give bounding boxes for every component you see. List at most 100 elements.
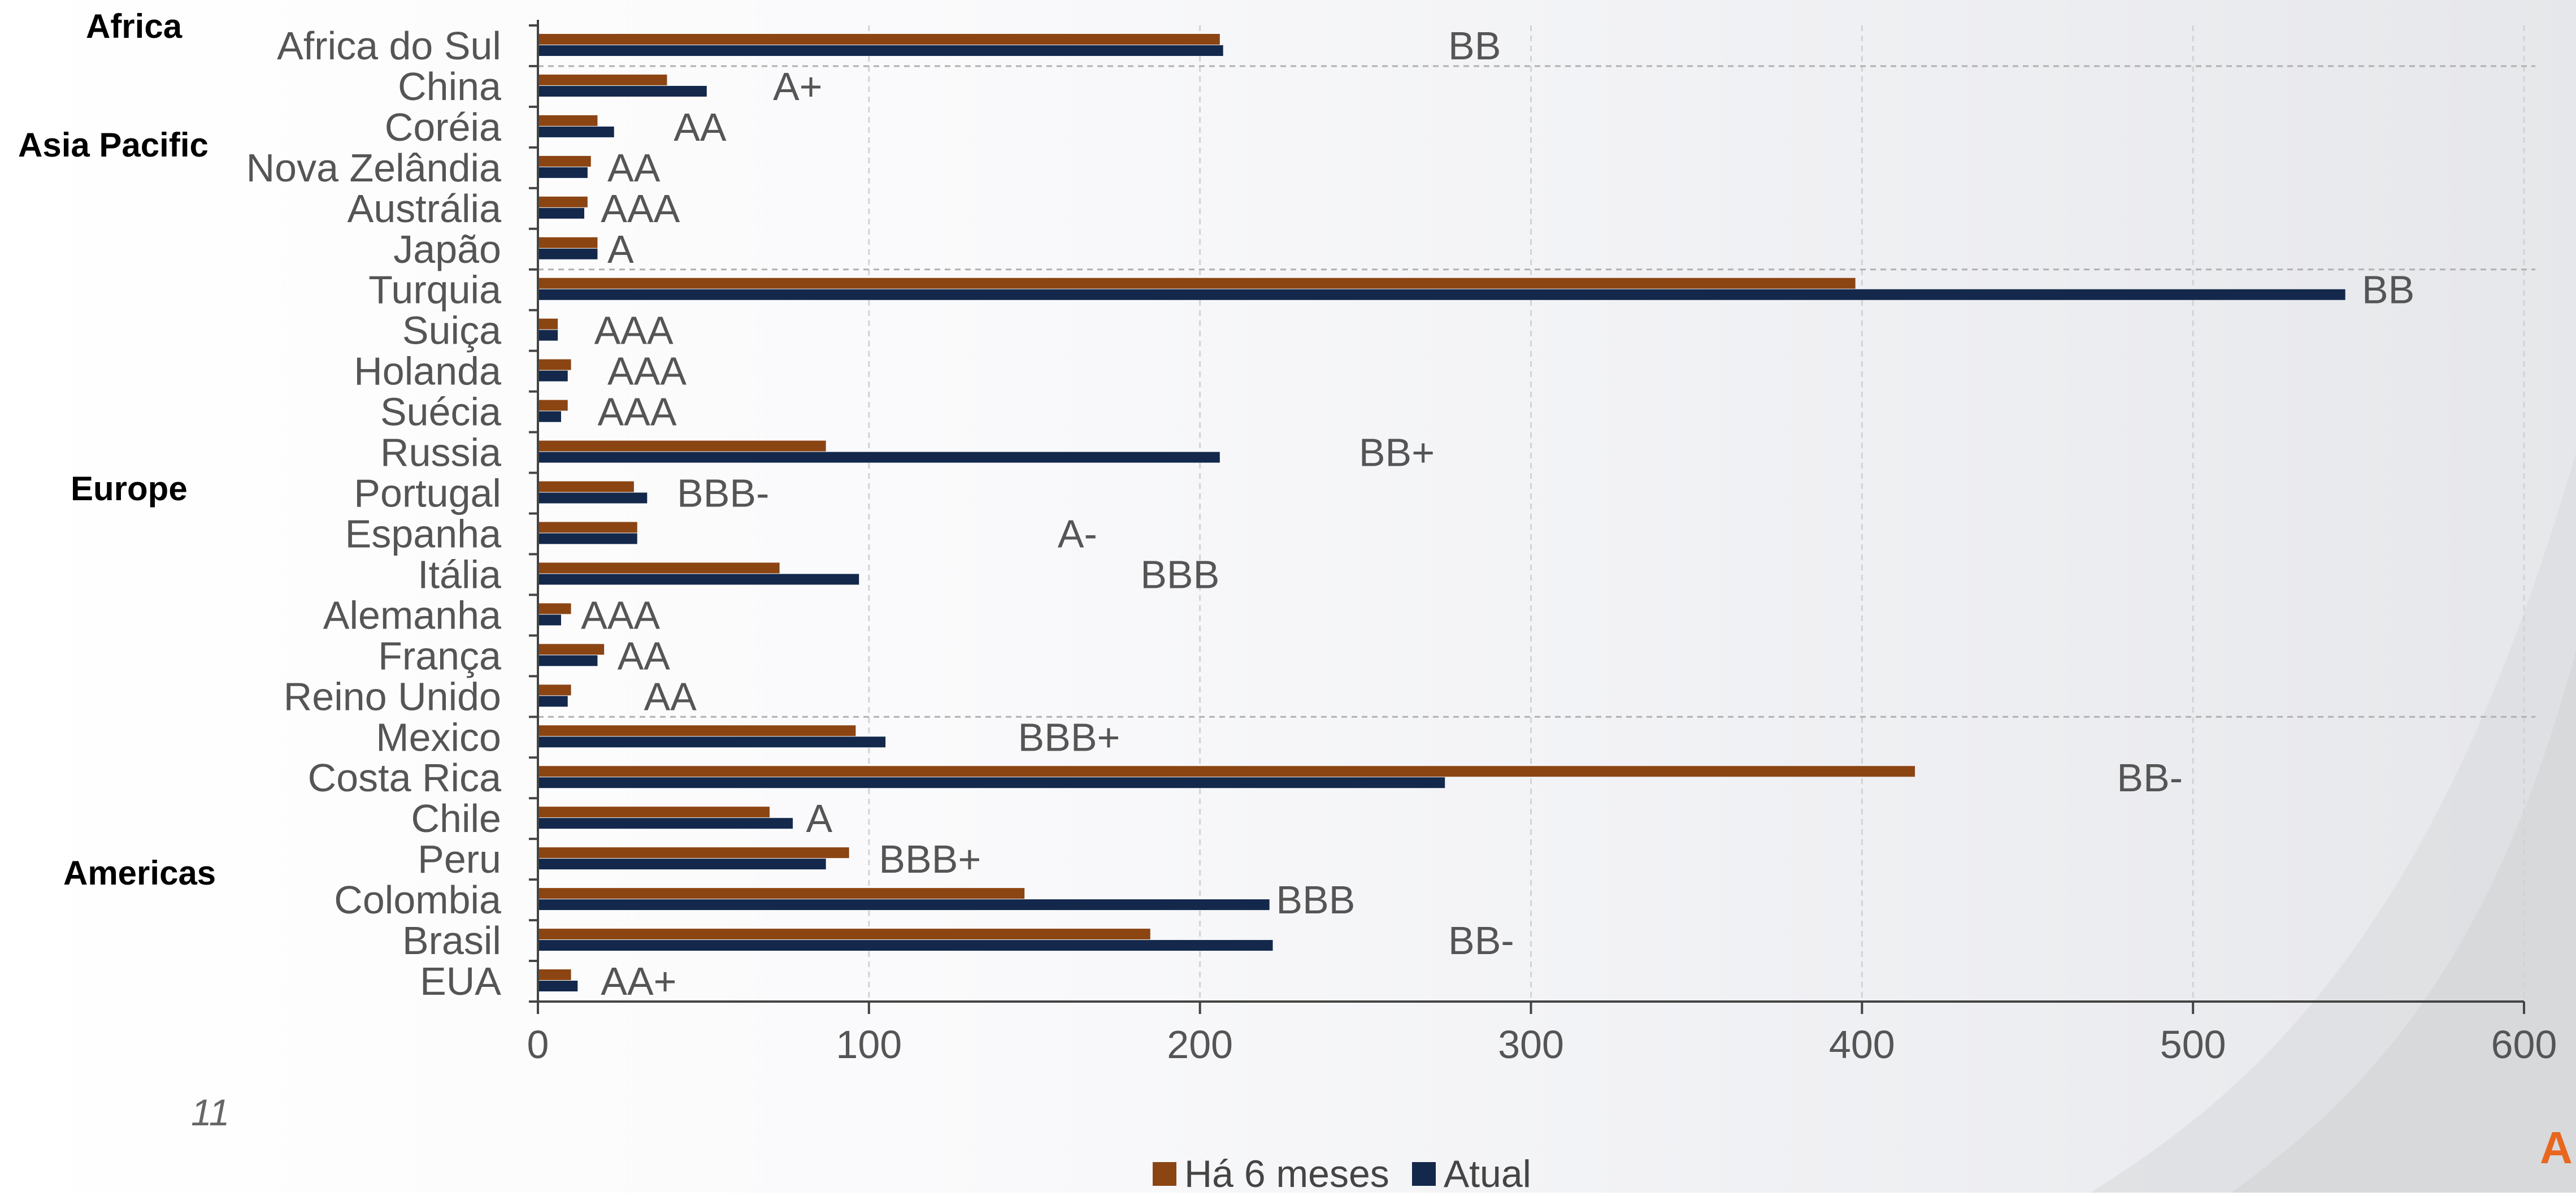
bar-current: [538, 859, 826, 870]
bar-current: [538, 167, 588, 178]
bar-before: [538, 522, 637, 533]
category-label: Turquia: [368, 268, 501, 312]
bar-current: [538, 370, 568, 382]
bar-current: [538, 533, 637, 544]
bar-current: [538, 777, 1445, 788]
category-label: Alemanha: [323, 593, 501, 637]
legend-label-before: Há 6 meses: [1184, 1152, 1389, 1195]
bar-current: [538, 614, 562, 626]
bar-current: [538, 655, 598, 666]
rating-label: A-: [1058, 512, 1097, 556]
bar-before: [538, 33, 1220, 45]
rating-label: BB-: [2117, 756, 2183, 800]
category-label: Africa do Sul: [277, 24, 501, 68]
x-tick-label: 300: [1498, 1022, 1564, 1067]
bar-before: [538, 278, 1856, 289]
bar-current: [538, 940, 1273, 951]
bar-before: [538, 400, 568, 411]
category-label: Austrália: [347, 187, 501, 231]
corner-logo-mark: A: [2540, 1123, 2573, 1173]
bar-before: [538, 155, 591, 167]
bar-before: [538, 766, 1915, 777]
bar-before: [538, 888, 1025, 899]
rating-label: BB: [2362, 268, 2414, 312]
rating-label: AAA: [581, 593, 660, 637]
region-label-africa: Africa: [86, 7, 183, 45]
category-label: Colombia: [334, 878, 501, 922]
bar-current: [538, 126, 614, 137]
category-label: China: [398, 64, 501, 109]
legend-item-before: Há 6 meses: [1153, 1152, 1389, 1196]
rating-label: BB: [1448, 24, 1501, 68]
rating-label: AAA: [601, 187, 680, 231]
category-label: Chile: [411, 796, 501, 840]
x-tick-label: 100: [836, 1022, 902, 1067]
rating-label: BBB+: [879, 837, 981, 881]
bar-current: [538, 248, 598, 259]
rating-label: A: [806, 796, 833, 840]
rating-label: AAA: [594, 309, 674, 353]
bar-before: [538, 115, 598, 126]
category-label: Peru: [418, 837, 501, 881]
bar-current: [538, 899, 1270, 911]
bar-current: [538, 736, 886, 748]
category-label: Nova Zelândia: [246, 146, 501, 190]
rating-label: BBB: [1276, 878, 1355, 922]
x-tick-label: 0: [527, 1022, 549, 1067]
bar-before: [538, 440, 826, 452]
rating-label: A: [607, 227, 634, 271]
bar-before: [538, 644, 605, 655]
page-number: 11: [191, 1091, 230, 1133]
category-label: Brasil: [402, 918, 501, 963]
x-tick-label: 200: [1167, 1022, 1233, 1067]
legend-swatch-before: [1153, 1162, 1176, 1186]
category-label: Russia: [380, 431, 501, 475]
rating-label: AA: [674, 105, 727, 149]
x-tick-label: 400: [1829, 1022, 1895, 1067]
bar-current: [538, 289, 2345, 300]
bar-current: [538, 330, 558, 341]
bar-current: [538, 45, 1223, 56]
category-label: Espanha: [345, 512, 501, 556]
category-label: França: [378, 634, 501, 678]
bar-current: [538, 696, 568, 707]
category-label: Itália: [418, 552, 501, 596]
category-label: Costa Rica: [308, 756, 501, 800]
bar-current: [538, 452, 1220, 463]
category-label: Suécia: [380, 390, 501, 434]
bar-before: [538, 969, 571, 981]
bar-before: [538, 74, 667, 85]
bar-current: [538, 411, 562, 422]
bar-before: [538, 562, 780, 574]
bar-current: [538, 981, 578, 992]
region-label-americas: Americas: [63, 854, 216, 892]
rating-label: AAA: [607, 349, 687, 393]
bar-before: [538, 196, 588, 207]
rating-label: BBB: [1140, 552, 1219, 596]
rating-label: AA: [618, 634, 671, 678]
category-label: EUA: [420, 959, 501, 1003]
bar-before: [538, 684, 571, 696]
rating-label: AAA: [597, 390, 676, 434]
bar-current: [538, 85, 707, 97]
rating-label: BB+: [1359, 431, 1435, 475]
bar-before: [538, 318, 558, 330]
bar-before: [538, 237, 598, 248]
legend-swatch-current: [1411, 1162, 1436, 1186]
bar-current: [538, 574, 859, 585]
region-label-asia-pacific: Asia Pacific: [18, 126, 208, 164]
bar-before: [538, 481, 634, 492]
rating-label: BBB-: [677, 471, 769, 515]
x-tick-label: 600: [2491, 1022, 2557, 1067]
category-label: Suiça: [402, 309, 501, 353]
x-tick-label: 500: [2160, 1022, 2226, 1067]
category-label: Mexico: [376, 715, 501, 759]
rating-label: A+: [773, 64, 823, 109]
bar-before: [538, 359, 571, 370]
bar-before: [538, 847, 849, 859]
bar-current: [538, 492, 648, 504]
category-label: Japão: [393, 227, 501, 271]
